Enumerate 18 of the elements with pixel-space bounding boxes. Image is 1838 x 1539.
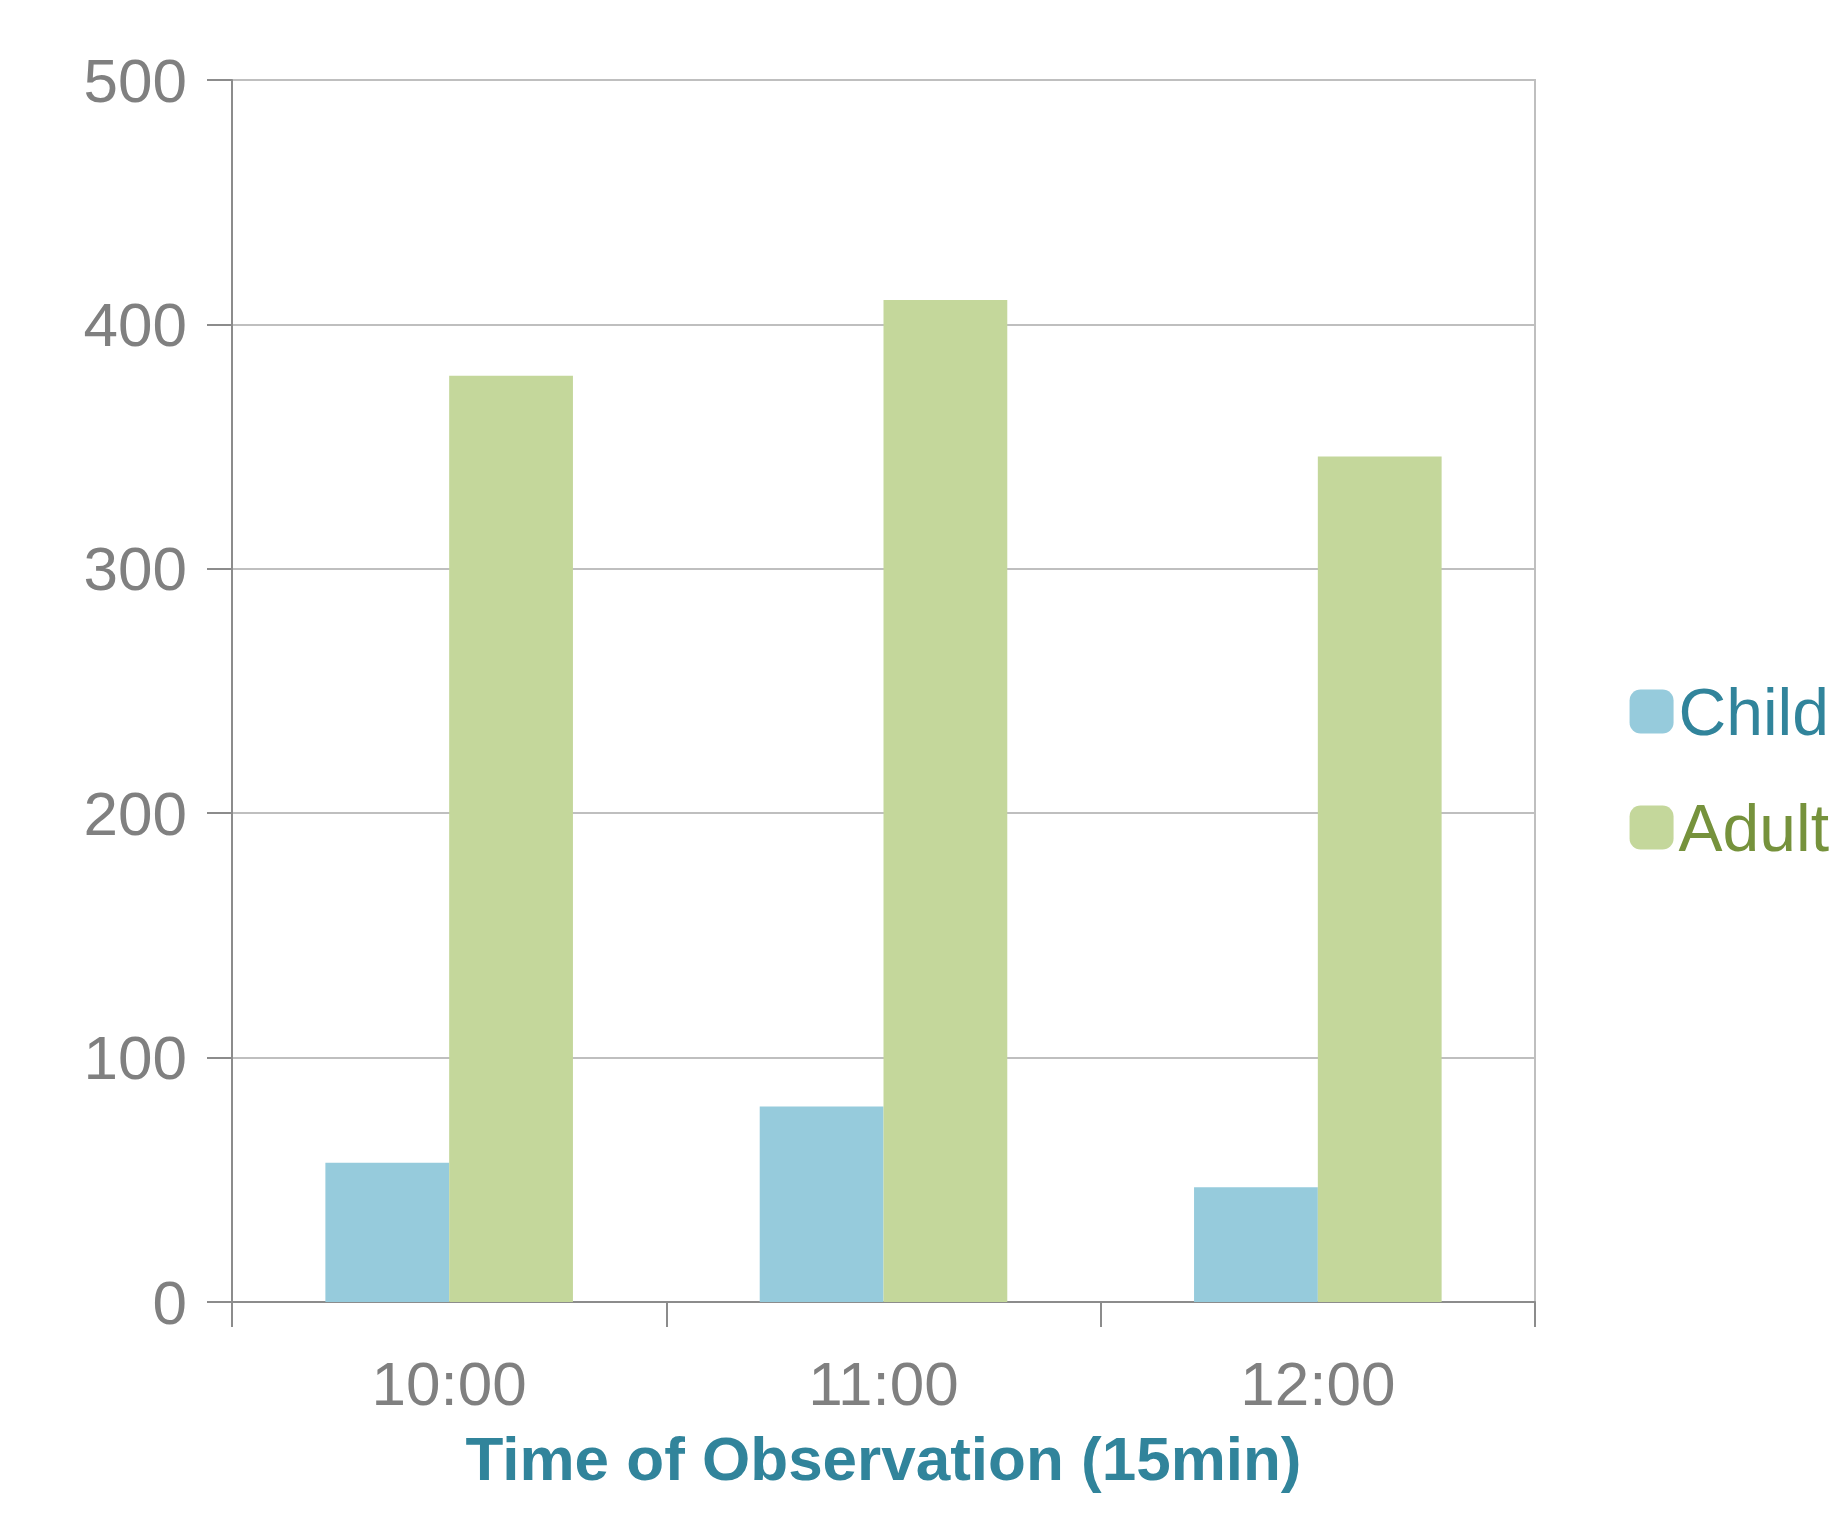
y-tick-label: 0 [152, 1267, 187, 1337]
legend-label: Child [1678, 674, 1829, 749]
x-tick-label: 11:00 [808, 1348, 959, 1418]
bar [449, 375, 573, 1302]
x-tick-label: 10:00 [371, 1348, 527, 1418]
bar [1194, 1187, 1318, 1302]
y-tick-label: 200 [83, 778, 187, 848]
y-tick-label: 400 [83, 289, 187, 359]
y-tick-label: 300 [83, 534, 187, 604]
bar [883, 299, 1008, 1302]
x-tick-label: 12:00 [1240, 1348, 1396, 1418]
bar [1317, 456, 1442, 1302]
bar [759, 1106, 884, 1302]
y-tick-label: 100 [83, 1023, 187, 1093]
legend-label: Adult [1678, 790, 1829, 865]
x-axis-title: Time of Observation (15min) [465, 1423, 1302, 1493]
y-tick-label: 500 [83, 45, 187, 115]
bar [325, 1162, 450, 1302]
